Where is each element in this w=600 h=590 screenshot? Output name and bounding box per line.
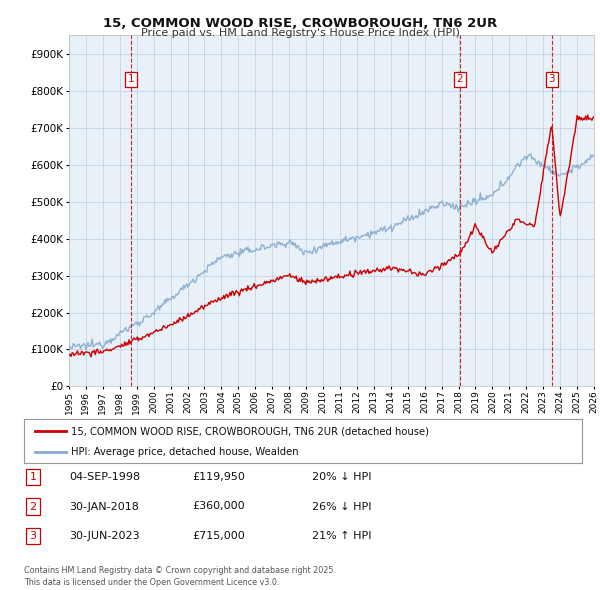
Text: 3: 3: [548, 74, 555, 84]
Text: 2: 2: [29, 502, 37, 512]
Text: 1: 1: [29, 472, 37, 482]
Text: 21% ↑ HPI: 21% ↑ HPI: [312, 531, 371, 541]
Text: 30-JUN-2023: 30-JUN-2023: [69, 531, 140, 541]
Text: 26% ↓ HPI: 26% ↓ HPI: [312, 502, 371, 512]
Text: 20% ↓ HPI: 20% ↓ HPI: [312, 472, 371, 482]
Text: £715,000: £715,000: [192, 531, 245, 541]
Text: 04-SEP-1998: 04-SEP-1998: [69, 472, 140, 482]
Text: 1: 1: [128, 74, 134, 84]
Text: HPI: Average price, detached house, Wealden: HPI: Average price, detached house, Weal…: [71, 447, 299, 457]
Text: £360,000: £360,000: [192, 502, 245, 512]
Text: Contains HM Land Registry data © Crown copyright and database right 2025.
This d: Contains HM Land Registry data © Crown c…: [24, 566, 336, 587]
Text: 3: 3: [29, 531, 37, 541]
Text: £119,950: £119,950: [192, 472, 245, 482]
Text: 15, COMMON WOOD RISE, CROWBOROUGH, TN6 2UR: 15, COMMON WOOD RISE, CROWBOROUGH, TN6 2…: [103, 17, 497, 30]
Text: Price paid vs. HM Land Registry's House Price Index (HPI): Price paid vs. HM Land Registry's House …: [140, 28, 460, 38]
Text: 2: 2: [457, 74, 463, 84]
Text: 30-JAN-2018: 30-JAN-2018: [69, 502, 139, 512]
Text: 15, COMMON WOOD RISE, CROWBOROUGH, TN6 2UR (detached house): 15, COMMON WOOD RISE, CROWBOROUGH, TN6 2…: [71, 427, 430, 436]
